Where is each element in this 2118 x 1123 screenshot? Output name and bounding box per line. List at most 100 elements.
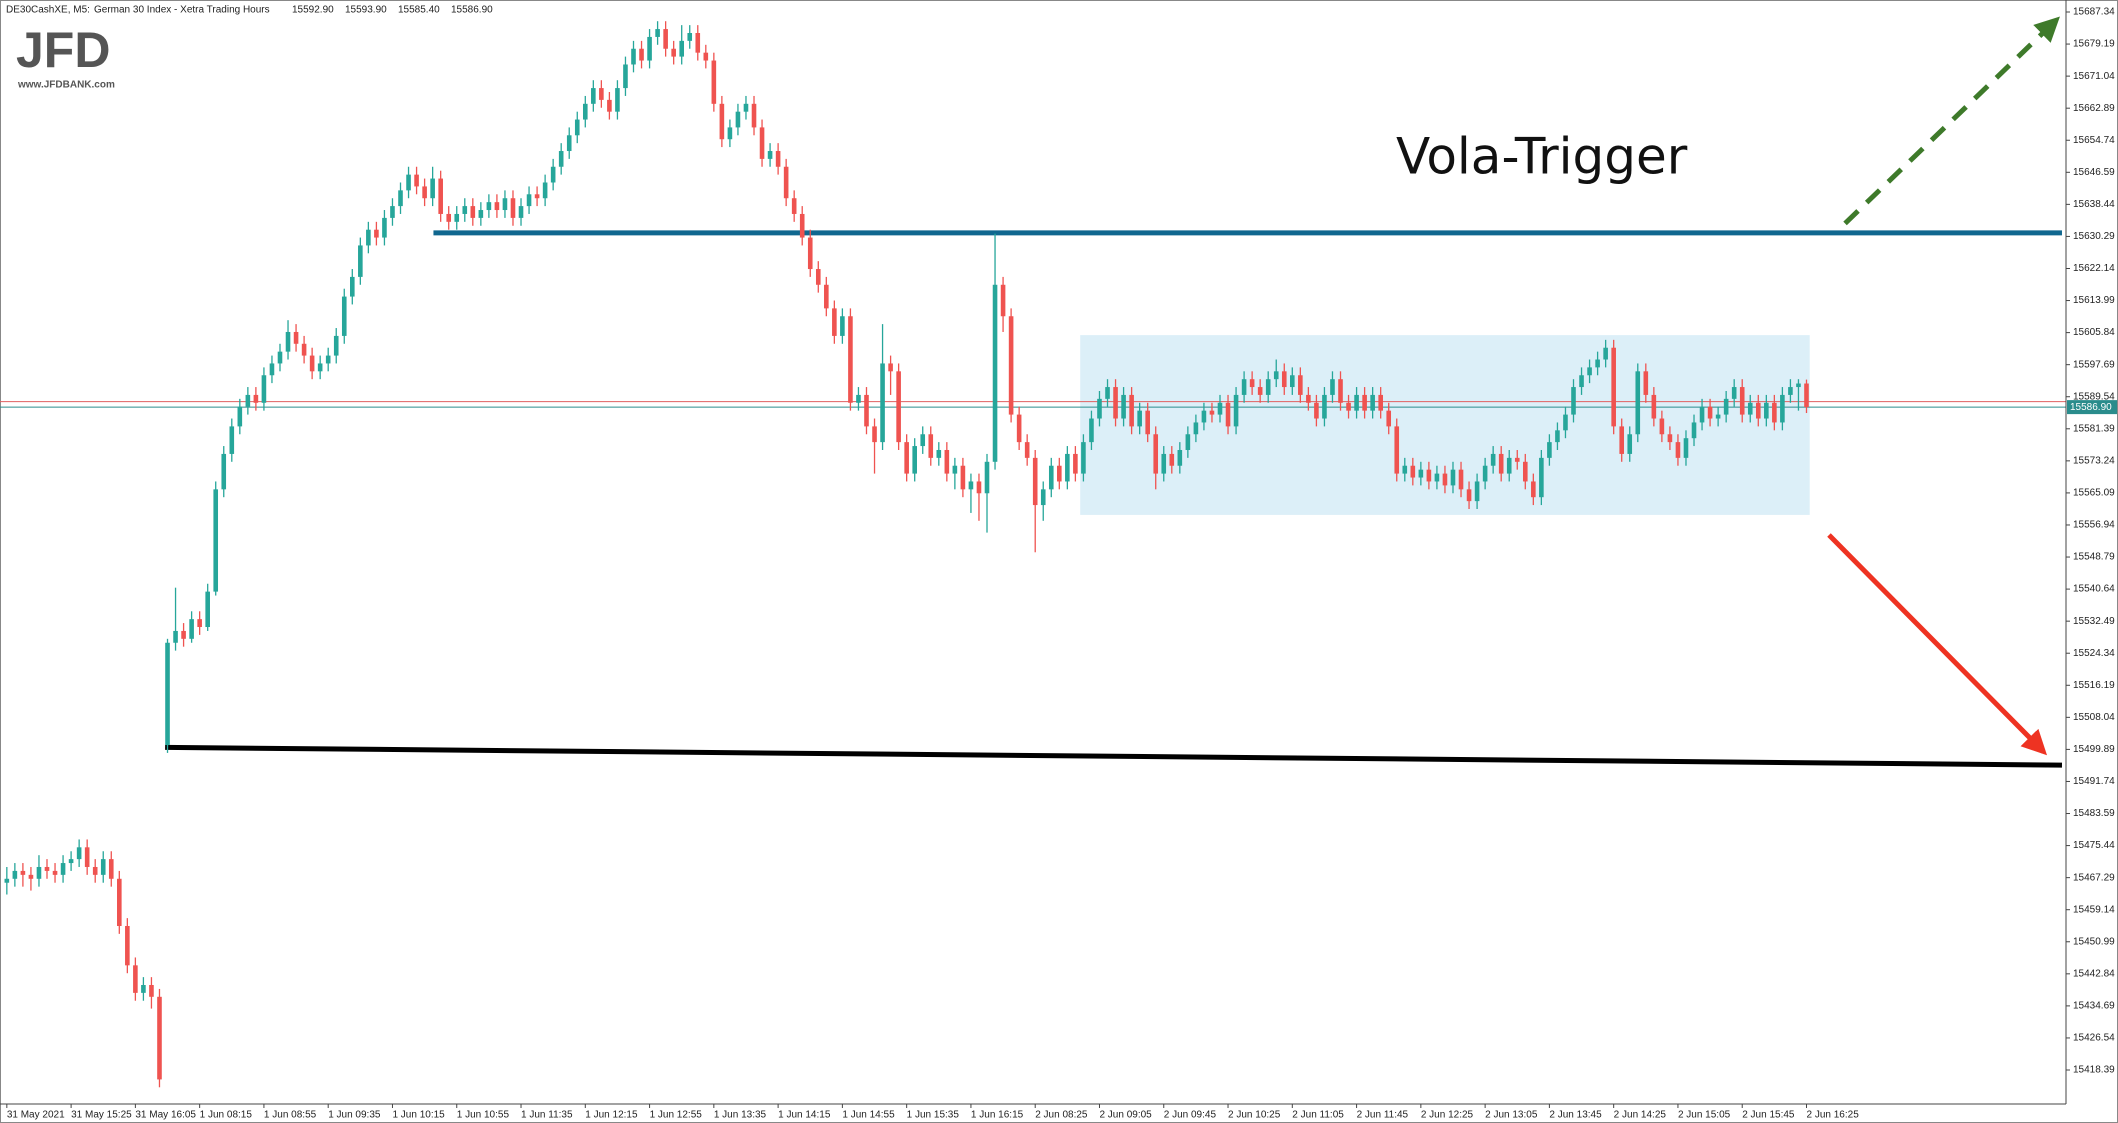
x-tick-label: 31 May 16:05 [135,1110,196,1121]
x-tick-label: 2 Jun 12:25 [1421,1110,1474,1121]
candle-body [390,206,395,218]
candle-body [189,619,194,639]
candle-body [52,870,58,875]
y-tick-label: 15508.04 [2073,712,2115,723]
y-tick-label: 15524.34 [2073,648,2115,659]
price-tag-label: 15586.90 [2070,402,2112,413]
candle-body [671,48,676,57]
x-tick-label: 1 Jun 13:35 [714,1110,767,1121]
candle-body [285,331,291,352]
candle-body [1603,347,1608,360]
candle-body [317,363,323,372]
candle-body [60,863,66,875]
candle-body [325,355,331,364]
candle-body [414,174,419,187]
price-tag [2067,400,2117,415]
candle-body [1024,442,1030,458]
y-tick-label: 15418.39 [2073,1065,2115,1076]
candle-body [920,434,926,447]
header-close: 15586.90 [451,5,493,16]
candle-body [141,985,146,993]
candle-body [1739,387,1745,415]
candle-body [333,335,339,356]
candle-body [1458,469,1464,490]
candle-body [719,103,725,140]
candle-body [1707,406,1713,419]
y-tick-label: 15589.54 [2073,391,2115,402]
candle-body [1611,347,1616,427]
x-tick-label: 2 Jun 16:25 [1806,1110,1859,1121]
y-tick-label: 15548.79 [2073,552,2115,563]
candle-body [968,481,974,490]
candle-body [117,878,122,926]
candle-body [574,119,580,136]
candle-body [1233,394,1239,427]
candle-body [1113,387,1118,419]
candle-body [1290,375,1295,388]
trend-line [165,744,2063,768]
candle-body [462,206,468,214]
candle-body [992,284,998,462]
candle-body [68,859,74,864]
candle-body [1137,410,1142,427]
candle-body [1731,387,1737,399]
candle-body [1788,387,1793,395]
candle-body [454,213,460,222]
candle-body [1121,394,1126,419]
y-tick-label: 15597.69 [2073,359,2115,370]
candle-body [1506,457,1512,474]
candle-body [1675,442,1681,458]
candle-body [848,316,853,403]
x-tick-label: 1 Jun 12:15 [585,1110,638,1121]
candle-body [824,284,829,309]
candle-body [655,29,660,37]
candle-body [639,48,644,61]
candle-body [165,642,170,746]
y-tick-label: 15467.29 [2073,872,2115,883]
candle-body [807,237,813,270]
candle-body [1683,438,1689,458]
candle-body [1394,426,1400,474]
candle-body [422,186,427,199]
candle-body [1378,394,1383,411]
candle-body [1747,402,1753,415]
candle-body [1185,434,1191,450]
candle-body [1209,410,1215,415]
candle-body [1265,379,1271,395]
y-tick-label: 15450.99 [2073,936,2115,947]
x-tick-label: 1 Jun 16:15 [971,1110,1024,1121]
candle-body [1482,465,1488,482]
candle-body [1225,402,1231,427]
candle-body [743,103,749,112]
candle-body [952,465,958,474]
candle-body [1298,375,1303,395]
candle-body [840,316,845,336]
candle-body [221,453,227,490]
candle-body [1257,387,1263,395]
candle-body [1498,453,1504,474]
candle-body [1249,379,1255,388]
candle-body [12,870,18,879]
candle-body [1579,375,1584,388]
candle-body [1651,394,1657,419]
x-tick-label: 2 Jun 13:45 [1549,1110,1602,1121]
candle-body [936,449,942,458]
axes: 15687.34 15679.19 15671.04 15662.89 15654.74… [6,7,2117,1121]
candle-body [1314,402,1319,419]
candle-body [623,64,628,89]
candle-body [1306,394,1311,403]
candle-body [157,996,162,1080]
candle-body [28,874,34,879]
y-tick-label: 15613.99 [2073,295,2115,306]
candle-body [149,985,154,997]
candle-body [960,465,966,490]
candle-body [1153,434,1159,474]
candle-body [542,182,548,199]
candle-body [84,847,90,867]
candle-body [301,343,307,356]
candle-body [896,371,901,443]
candle-body [374,229,379,238]
candle-body [1362,394,1367,411]
logo-url: www.JFDBANK.com [17,80,115,91]
x-tick-label: 2 Jun 11:45 [1357,1110,1409,1121]
